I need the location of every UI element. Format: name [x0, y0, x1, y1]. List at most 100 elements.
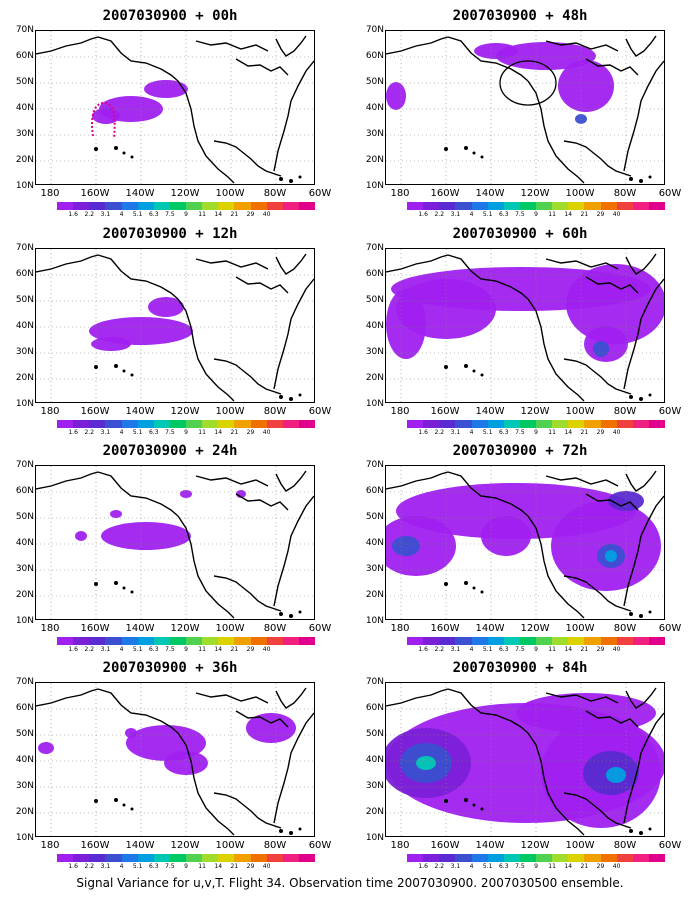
colorbar-label: 40	[612, 863, 621, 870]
colorbar-swatch	[298, 202, 315, 210]
colorbar-labels: 1.6 2.2 3.1 4 5.1 6.3 7.5 9 11 14 21 29 40	[57, 211, 315, 220]
coastline	[97, 471, 179, 517]
colorbar-label: 1.6	[68, 211, 78, 218]
colorbar-label: 4	[119, 211, 124, 218]
lon-label: 180	[40, 188, 60, 199]
colorbar-label: 4	[469, 429, 474, 436]
colorbar-label: 21	[230, 429, 239, 436]
colorbar-label: 11	[548, 863, 556, 870]
colorbar-swatch	[407, 637, 424, 645]
colorbar-label: 6.3	[148, 646, 159, 653]
variance-contour	[110, 510, 122, 518]
colorbar-label: 11	[198, 646, 206, 653]
colorbar-label: 7.5	[515, 863, 525, 870]
lat-label: 70N	[365, 677, 384, 687]
variance-contour	[125, 728, 137, 738]
colorbar-label: 5.1	[132, 863, 143, 870]
colorbar-swatch	[250, 854, 267, 862]
coastline	[386, 688, 449, 707]
panel-title: 2007030900 + 12h	[102, 226, 238, 242]
colorbar-swatch	[439, 637, 456, 645]
colorbar-swatch	[423, 420, 440, 428]
variance-contour	[392, 536, 420, 556]
colorbar-swatch	[234, 637, 251, 645]
lat-label: 60N	[365, 51, 384, 61]
lat-label: 60N	[15, 51, 34, 61]
lat-label: 30N	[15, 129, 34, 139]
highlight-circle	[499, 60, 557, 106]
variance-contour	[593, 341, 609, 357]
coastline	[386, 254, 449, 273]
colorbar-swatch	[503, 854, 520, 862]
lat-label: 70N	[365, 25, 384, 35]
map	[35, 248, 315, 403]
colorbar-label: 5.1	[482, 211, 493, 218]
island	[629, 177, 633, 181]
colorbar-swatch	[282, 637, 299, 645]
colorbar	[407, 202, 665, 210]
panel-72h: 2007030900 + 72h 70N 60N 50N 40N 30N 20N 10N 18…	[350, 435, 690, 653]
coastline	[213, 575, 242, 587]
colorbar-label: 21	[580, 646, 589, 653]
coastline	[177, 732, 235, 836]
coastline	[447, 254, 529, 300]
colorbar-swatch	[186, 420, 203, 428]
colorbar-swatch	[218, 637, 235, 645]
panel-title: 2007030900 + 36h	[102, 660, 238, 676]
coastline	[235, 710, 289, 728]
coastline	[97, 688, 179, 734]
colorbar-swatch	[73, 637, 90, 645]
colorbar-swatch	[73, 854, 90, 862]
colorbar-swatch	[298, 854, 315, 862]
colorbar-label: 7.5	[515, 429, 525, 436]
panel-84h: 2007030900 + 84h 70N 60N 50N 40N 30N 20N 10N 18…	[350, 652, 690, 870]
colorbar-label: 2.2	[84, 429, 95, 436]
lat-label: 50N	[365, 729, 384, 739]
island	[289, 179, 293, 183]
lat-label: 50N	[365, 295, 384, 305]
lat-label: 70N	[15, 243, 34, 253]
colorbar-swatch	[487, 854, 504, 862]
colorbar-swatch	[455, 637, 472, 645]
island	[648, 610, 652, 614]
island	[130, 373, 134, 377]
colorbar-label: 9	[184, 429, 188, 436]
island	[464, 364, 468, 368]
panel-title: 2007030900 + 72h	[452, 443, 588, 459]
colorbar-swatch	[552, 854, 569, 862]
coastline	[386, 471, 449, 490]
colorbar-label: 21	[230, 646, 239, 653]
lon-label: 120W	[170, 840, 200, 851]
colorbar-labels: 1.6 2.2 3.1 4 5.1 6.3 7.5 9 11 14 21 29 40	[57, 863, 315, 872]
coastline	[177, 80, 235, 184]
colorbar-swatch	[519, 420, 536, 428]
island	[94, 582, 98, 586]
lon-label: 160W	[430, 840, 460, 851]
colorbar-swatch	[250, 420, 267, 428]
colorbar-swatch	[584, 202, 601, 210]
variance-contour	[148, 297, 184, 317]
colorbar-swatch	[234, 854, 251, 862]
lon-label: 160W	[430, 188, 460, 199]
coastline	[625, 687, 657, 709]
colorbar-labels: 1.6 2.2 3.1 4 5.1 6.3 7.5 9 11 14 21 29 40	[57, 646, 315, 655]
colorbar-label: 40	[612, 646, 621, 653]
colorbar-swatch	[105, 202, 122, 210]
lon-label: 60W	[658, 406, 682, 417]
panel-title: 2007030900 + 00h	[102, 8, 238, 24]
lon-label: 80W	[613, 406, 637, 417]
island	[444, 582, 448, 586]
map	[385, 682, 665, 837]
island	[648, 393, 652, 397]
colorbar-swatch	[57, 202, 74, 210]
coastline	[97, 36, 179, 82]
coastline	[447, 688, 529, 734]
colorbar-label: 2.2	[434, 211, 445, 218]
map	[35, 30, 315, 185]
colorbar-label: 21	[230, 863, 239, 870]
colorbar	[407, 854, 665, 862]
lat-label: 60N	[15, 703, 34, 713]
lon-label: 60W	[658, 188, 682, 199]
colorbar-label: 40	[612, 429, 621, 436]
colorbar-swatch	[169, 202, 186, 210]
